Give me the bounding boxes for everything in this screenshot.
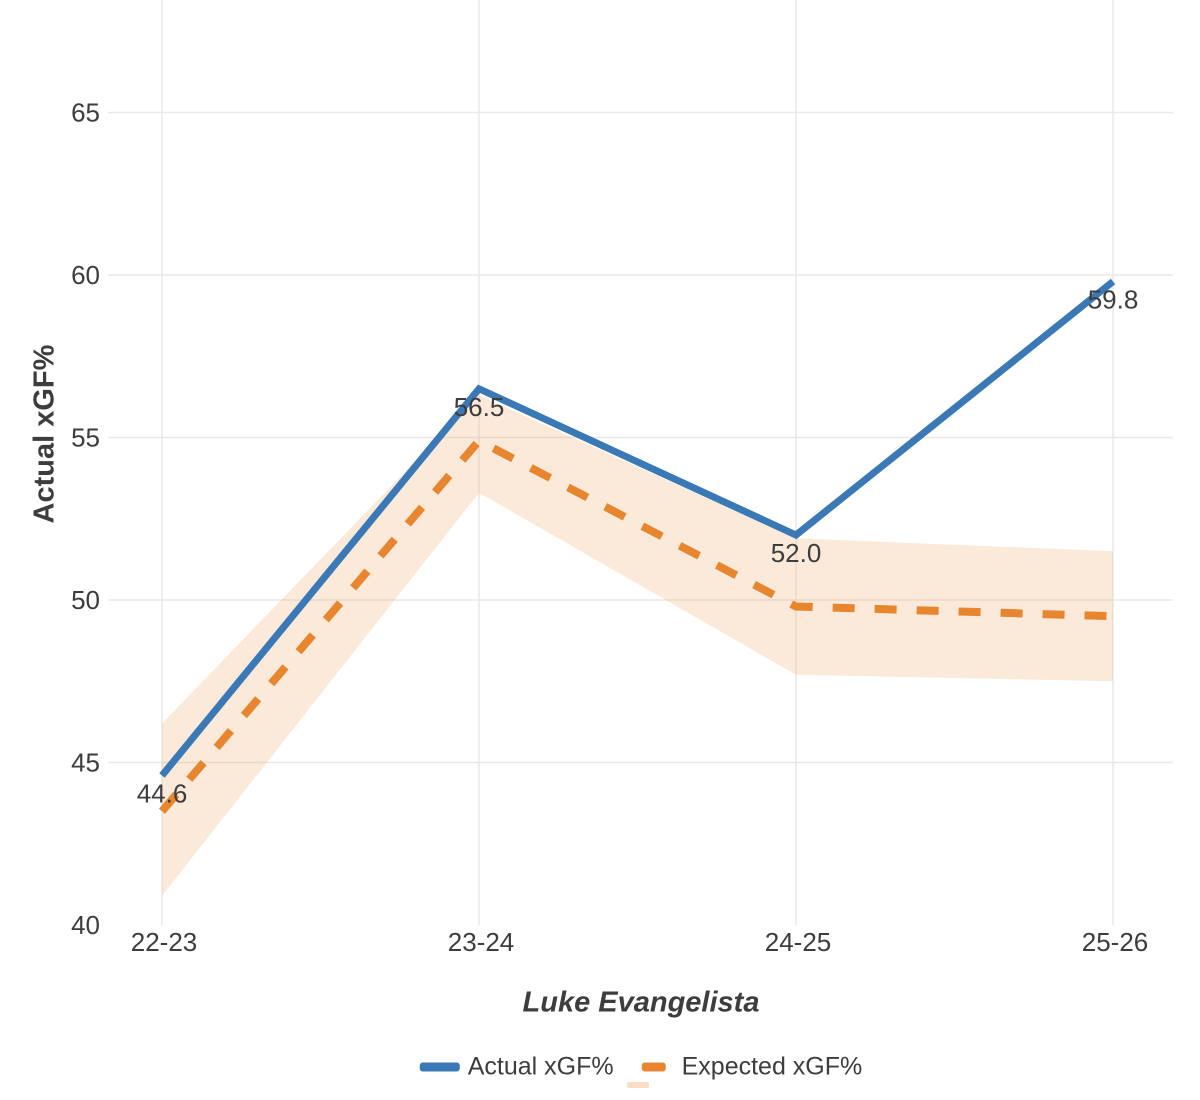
expected-line-swatch-icon	[641, 1062, 666, 1072]
actual-line-swatch-icon	[419, 1062, 460, 1072]
data-label: 44.6	[137, 779, 188, 809]
y-tick-label: 60	[71, 260, 100, 290]
expected-line-swatch-slot	[634, 1062, 674, 1072]
x-tick-label: 25-26	[1082, 927, 1149, 957]
data-label: 59.8	[1088, 285, 1139, 315]
data-label: 52.0	[771, 538, 822, 568]
band-legend-partial-swatch	[627, 1082, 649, 1088]
legend-item-expected-xgf[interactable]: Expected xGF%	[634, 1052, 863, 1082]
y-axis-title: Actual xGF%	[28, 344, 61, 524]
y-tick-label: 45	[71, 748, 100, 778]
y-tick-label: 65	[71, 98, 100, 128]
legend-item-actual-xgf[interactable]: Actual xGF%	[419, 1052, 614, 1082]
data-label: 56.5	[454, 392, 505, 422]
x-tick-label: 24-25	[765, 927, 832, 957]
y-tick-label: 50	[71, 585, 100, 615]
confidence-band	[162, 395, 1113, 896]
actual-line-swatch-slot	[419, 1062, 460, 1072]
y-tick-label: 40	[71, 910, 100, 940]
chart-legend: Actual xGF% Expected xGF%	[419, 1052, 863, 1082]
actual-line	[159, 278, 1116, 778]
legend-label-actual-xgf: Actual xGF%	[467, 1052, 614, 1081]
x-tick-label: 23-24	[448, 927, 515, 957]
legend-label-expected-xgf: Expected xGF%	[681, 1052, 863, 1081]
x-axis-title: Luke Evangelista	[522, 986, 760, 1019]
x-tick-label: 22-23	[131, 927, 198, 957]
y-tick-label: 55	[71, 423, 100, 453]
